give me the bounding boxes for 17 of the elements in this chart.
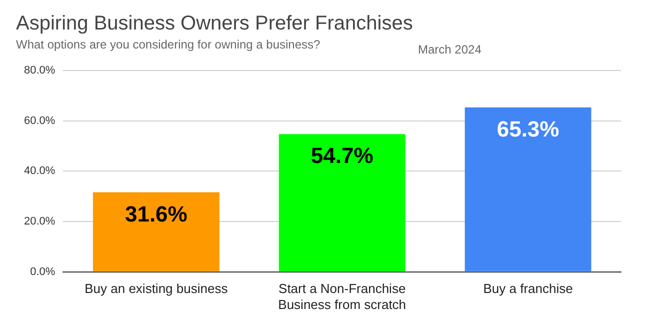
y-tick-label: 40.0% [24,165,56,178]
chart-title: Aspiring Business Owners Prefer Franchises [16,12,413,35]
y-tick-label: 20.0% [24,215,56,228]
x-tick-label: Buy an existing business [84,281,228,296]
x-tick-label: Buy a franchise [483,281,573,296]
y-tick-label: 0.0% [30,266,56,278]
chart-subtitle: What options are you considering for owning a business? [16,38,321,52]
y-tick-label: 60.0% [24,114,56,127]
data-label: 65.3% [496,116,560,142]
bar [92,192,220,272]
text: March 2024 [418,42,482,56]
data-label: 31.6% [124,201,188,226]
bar [464,107,592,272]
x-tick-label: Start a Non-Franchise Business from scratch [278,281,406,312]
bar [278,134,406,272]
y-tick-label: 80.0% [24,64,56,76]
data-label: 54.7% [310,143,374,168]
